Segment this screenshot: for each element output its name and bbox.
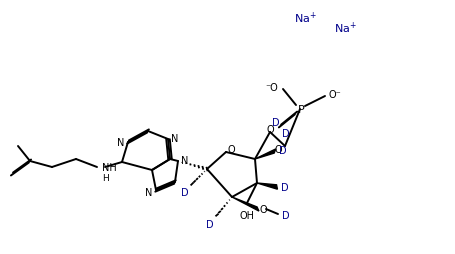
Text: H: H	[102, 173, 109, 182]
Text: D: D	[281, 182, 288, 192]
Text: N: N	[181, 155, 188, 165]
Text: Na$^{+}$: Na$^{+}$	[334, 20, 356, 36]
Text: ⁻O: ⁻O	[265, 83, 278, 93]
Text: O: O	[266, 124, 274, 134]
Text: NH: NH	[102, 162, 117, 172]
Text: P: P	[298, 105, 304, 115]
Text: D: D	[279, 146, 287, 155]
Polygon shape	[257, 183, 278, 189]
Text: N: N	[171, 133, 178, 144]
Text: O⁻: O⁻	[329, 90, 342, 100]
Text: D: D	[282, 129, 290, 138]
Text: D: D	[282, 210, 290, 220]
Text: Na$^{+}$: Na$^{+}$	[293, 10, 316, 26]
Text: D: D	[207, 219, 214, 229]
Polygon shape	[232, 197, 259, 211]
Text: D: D	[182, 187, 189, 197]
Text: D: D	[272, 118, 280, 128]
Text: N: N	[116, 137, 124, 147]
Text: OH: OH	[239, 210, 254, 220]
Text: O: O	[228, 145, 236, 154]
Text: O: O	[274, 145, 282, 154]
Text: N: N	[145, 187, 152, 197]
Polygon shape	[255, 149, 276, 159]
Text: O: O	[260, 204, 268, 214]
